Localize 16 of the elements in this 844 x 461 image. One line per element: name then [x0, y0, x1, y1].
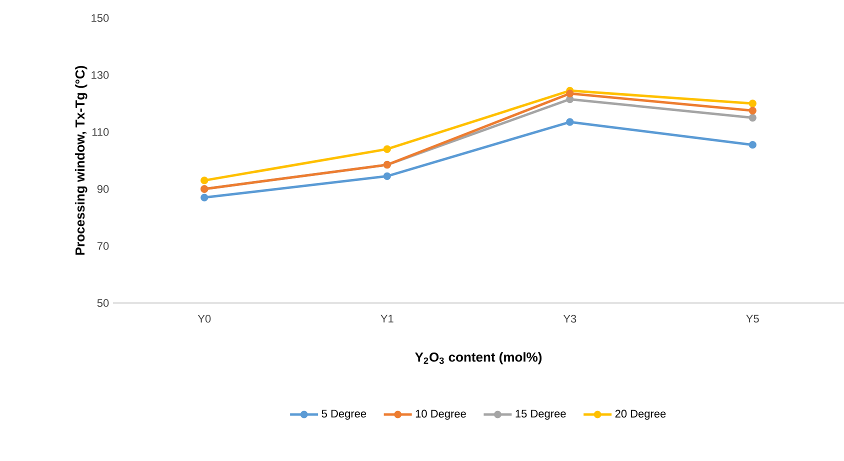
y-tick-label: 90: [97, 185, 109, 193]
y-axis-title: Processing window, Tx-Tg (°C): [75, 66, 88, 255]
x-tick-label: Y5: [746, 314, 759, 323]
x-tick-label: Y3: [563, 314, 576, 323]
y-tick-label: 70: [97, 242, 109, 250]
y-tick-label: 50: [97, 299, 109, 307]
x-axis-title: Y$_{2}$O$_{3}$ content (mol%): [415, 352, 542, 364]
x-tick-label: Y0: [198, 314, 211, 323]
y-tick-label: 150: [92, 14, 109, 22]
legend-label: 5 Degree: [322, 410, 366, 420]
legend-label: 10 Degree: [416, 410, 466, 420]
y-tick-label: 130: [92, 71, 109, 79]
y-tick-label: 110: [92, 128, 109, 136]
x-tick-label: Y1: [380, 314, 394, 322]
legend-label: 15 Degree: [516, 410, 566, 420]
legend-label: 20 Degree: [615, 410, 666, 420]
